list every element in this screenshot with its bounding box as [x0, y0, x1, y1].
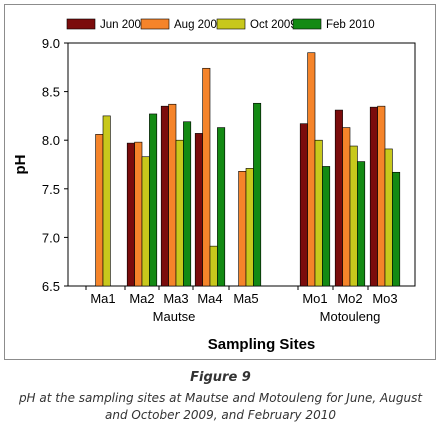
y-tick-label: 7.0	[42, 230, 60, 245]
y-tick-label: 9.0	[42, 36, 60, 51]
bar	[384, 148, 393, 287]
bar	[183, 121, 192, 287]
y-axis-title: pH	[12, 155, 29, 175]
x-tick-label: Ma5	[233, 291, 258, 306]
legend-swatch	[66, 18, 96, 30]
chart-frame: 6.5 7.0 7.5 8.0 8.5 9.0 pH Ma1 Ma2 Ma3 Ma4 Ma5 Mo1 Mo…	[4, 4, 436, 360]
group-label: Mautse	[153, 309, 196, 324]
legend-label: Jun 2009	[100, 19, 147, 31]
x-tick-label: Ma4	[197, 291, 222, 306]
y-tick-label: 7.5	[42, 182, 60, 197]
bar-chart: 6.5 7.0 7.5 8.0 8.5 9.0 pH Ma1 Ma2 Ma3 Ma4 Ma5 Mo1 Mo…	[12, 18, 416, 353]
x-tick-label: Ma1	[90, 291, 115, 306]
x-tick-label: Ma3	[163, 291, 188, 306]
bar	[253, 102, 262, 287]
bar	[202, 67, 211, 287]
legend-swatch	[140, 18, 170, 30]
y-tick-label: 8.0	[42, 133, 60, 148]
x-tick-label: Ma2	[129, 291, 154, 306]
figure-caption: pH at the sampling sites at Mautse and M…	[18, 391, 423, 422]
legend-label: Aug 2009	[174, 19, 223, 31]
bar	[314, 139, 323, 287]
legend-swatch	[216, 18, 246, 30]
bar	[134, 141, 143, 287]
bar	[377, 105, 386, 287]
bar	[102, 115, 111, 287]
bar	[334, 109, 343, 287]
x-tick-label: Mo3	[372, 291, 397, 306]
bar	[149, 113, 158, 287]
figure-label: Figure 9	[190, 370, 251, 385]
bar	[349, 145, 358, 287]
bar	[175, 139, 184, 287]
x-tick-label: Mo2	[337, 291, 362, 306]
x-axis-title: Sampling Sites	[208, 336, 316, 353]
bar	[307, 52, 316, 287]
bar	[299, 123, 308, 287]
group-label: Motouleng	[320, 309, 381, 324]
bar	[392, 171, 401, 287]
bar	[369, 106, 378, 287]
y-tick-label: 6.5	[42, 279, 60, 294]
bar	[168, 103, 177, 287]
bar	[194, 133, 203, 287]
bar	[95, 134, 104, 287]
bar	[217, 127, 226, 287]
x-tick-label: Mo1	[302, 291, 327, 306]
bar	[141, 156, 150, 287]
bar	[126, 142, 135, 287]
bar	[209, 245, 218, 287]
bar	[322, 166, 331, 287]
legend-label: Feb 2010	[326, 19, 375, 31]
legend-label: Oct 2009	[250, 19, 297, 31]
y-tick-label: 8.5	[42, 85, 60, 100]
bar	[245, 168, 254, 287]
bar	[357, 161, 366, 287]
legend-swatch	[292, 18, 322, 30]
bar	[160, 105, 169, 287]
bar	[238, 171, 247, 287]
bar	[342, 127, 351, 287]
